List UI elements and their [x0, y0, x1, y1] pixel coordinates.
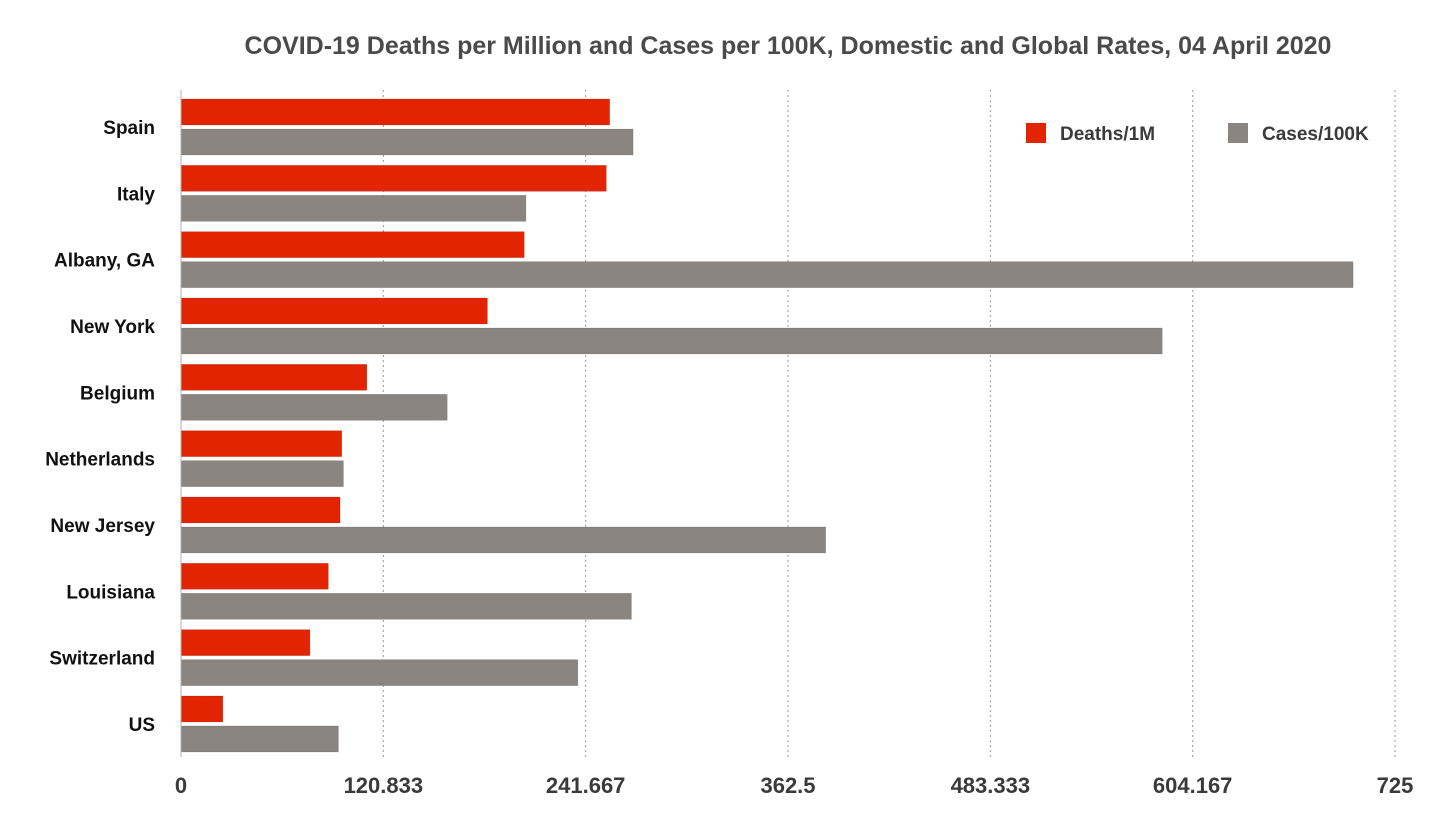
bar-cases [180, 593, 632, 620]
x-tick-label: 241.667 [546, 773, 626, 798]
x-tick-label: 120.833 [344, 773, 424, 798]
legend-label-deaths: Deaths/1M [1060, 124, 1155, 145]
category-label: Spain [103, 118, 155, 139]
x-tick-label: 604.167 [1153, 773, 1233, 798]
bar-cases [180, 327, 1163, 355]
bar-deaths [180, 563, 329, 590]
x-tick-label: 362.5 [760, 773, 815, 798]
bar-cases [180, 460, 344, 487]
category-label: US [129, 715, 155, 736]
bar-cases [180, 526, 826, 554]
x-tick-labels: 0 120.833 241.667 362.5 483.333 604.167 725 [175, 773, 1413, 798]
category-label: Louisiana [66, 582, 155, 603]
bar-cases [180, 128, 634, 156]
bar-deaths [180, 231, 525, 258]
category-label: New York [70, 317, 155, 338]
grid-lines [382, 90, 1396, 757]
category-label: Belgium [80, 383, 155, 404]
legend-swatch-deaths [1026, 123, 1046, 143]
category-label: Italy [117, 184, 155, 205]
bar-deaths [180, 98, 610, 126]
bars [180, 98, 1354, 753]
bar-deaths [180, 297, 488, 325]
category-label: Albany, GA [54, 251, 155, 272]
category-label: Switzerland [49, 649, 155, 670]
bar-cases [180, 394, 448, 421]
bar-deaths [180, 629, 311, 656]
legend: Deaths/1M Cases/100K [1026, 123, 1369, 145]
bar-cases [180, 261, 1354, 288]
bar-deaths [180, 430, 343, 457]
x-tick-label: 0 [175, 773, 187, 798]
bar-cases [180, 195, 527, 222]
category-label: New Jersey [50, 516, 155, 537]
category-label: Netherlands [45, 450, 155, 471]
chart-title: COVID-19 Deaths per Million and Cases pe… [245, 32, 1332, 60]
bar-deaths [180, 695, 224, 723]
bar-deaths [180, 364, 368, 391]
bar-deaths [180, 165, 607, 192]
x-tick-label: 725 [1377, 773, 1414, 798]
legend-label-cases: Cases/100K [1262, 124, 1369, 145]
category-labels: Spain Italy Albany, GA New York Belgium Nethe… [45, 118, 155, 736]
bar-cases [180, 659, 579, 686]
bar-deaths [180, 496, 341, 524]
legend-swatch-cases [1228, 123, 1248, 143]
bar-cases [180, 725, 339, 753]
x-tick-label: 483.333 [951, 773, 1031, 798]
